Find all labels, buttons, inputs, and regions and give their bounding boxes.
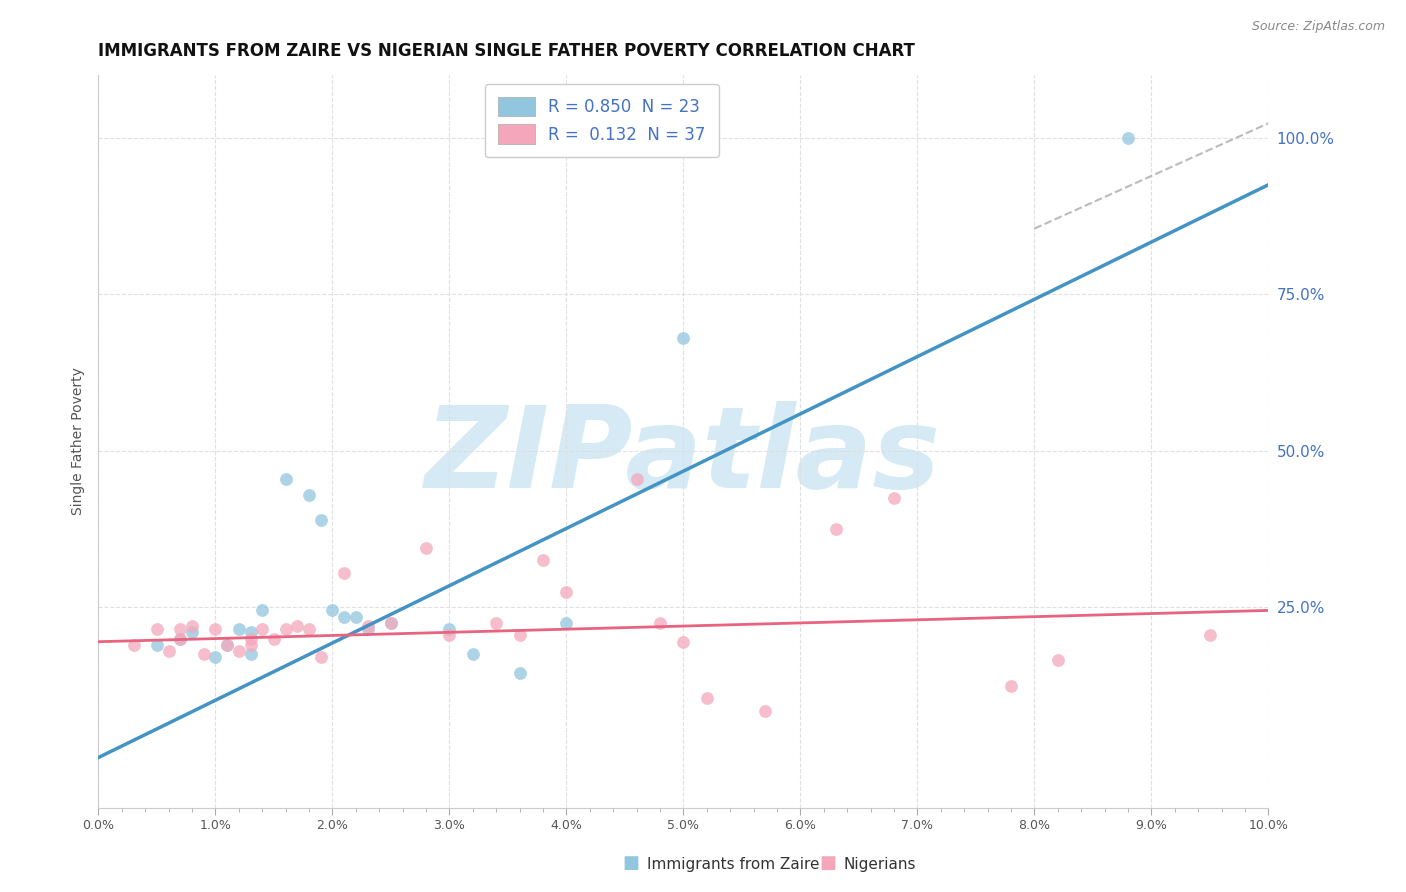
- Point: [169, 632, 191, 646]
- Point: [555, 615, 578, 630]
- Point: [696, 691, 718, 706]
- Point: [309, 513, 332, 527]
- Point: [344, 609, 367, 624]
- Point: [252, 622, 274, 636]
- Point: [509, 628, 531, 642]
- Text: Source: ZipAtlas.com: Source: ZipAtlas.com: [1251, 20, 1385, 33]
- Point: [509, 665, 531, 680]
- Text: Immigrants from Zaire: Immigrants from Zaire: [647, 857, 820, 872]
- Point: [672, 331, 695, 345]
- Point: [146, 638, 169, 652]
- Point: [274, 622, 297, 636]
- Point: [239, 625, 262, 640]
- Point: [181, 625, 204, 640]
- Point: [204, 622, 226, 636]
- Point: [228, 644, 250, 658]
- Point: [1000, 679, 1022, 693]
- Point: [439, 622, 461, 636]
- Text: ■: ■: [820, 855, 837, 872]
- Point: [309, 650, 332, 665]
- Point: [824, 522, 846, 536]
- Point: [239, 647, 262, 661]
- Point: [555, 584, 578, 599]
- Point: [485, 615, 508, 630]
- Point: [333, 609, 356, 624]
- Point: [439, 628, 461, 642]
- Point: [146, 622, 169, 636]
- Point: [298, 487, 321, 501]
- Point: [204, 650, 226, 665]
- Point: [274, 472, 297, 486]
- Point: [380, 615, 402, 630]
- Point: [1116, 130, 1139, 145]
- Point: [157, 644, 180, 658]
- Point: [217, 638, 239, 652]
- Text: IMMIGRANTS FROM ZAIRE VS NIGERIAN SINGLE FATHER POVERTY CORRELATION CHART: IMMIGRANTS FROM ZAIRE VS NIGERIAN SINGLE…: [98, 42, 915, 60]
- Point: [217, 638, 239, 652]
- Point: [883, 491, 905, 505]
- Point: [122, 638, 145, 652]
- Text: ■: ■: [623, 855, 640, 872]
- Point: [298, 622, 321, 636]
- Text: Nigerians: Nigerians: [844, 857, 917, 872]
- Point: [263, 632, 285, 646]
- Point: [228, 622, 250, 636]
- Text: ZIPatlas: ZIPatlas: [426, 401, 942, 511]
- Point: [321, 603, 343, 617]
- Point: [252, 603, 274, 617]
- Legend: R = 0.850  N = 23, R =  0.132  N = 37: R = 0.850 N = 23, R = 0.132 N = 37: [485, 84, 718, 157]
- Point: [648, 615, 671, 630]
- Point: [1199, 628, 1222, 642]
- Point: [239, 638, 262, 652]
- Point: [415, 541, 437, 555]
- Point: [169, 632, 191, 646]
- Point: [754, 704, 776, 718]
- Point: [181, 619, 204, 633]
- Point: [356, 622, 378, 636]
- Point: [356, 619, 378, 633]
- Point: [380, 615, 402, 630]
- Point: [1046, 653, 1069, 667]
- Point: [239, 632, 262, 646]
- Point: [531, 553, 554, 567]
- Point: [285, 619, 308, 633]
- Point: [333, 566, 356, 580]
- Point: [461, 647, 484, 661]
- Point: [626, 472, 648, 486]
- Point: [672, 634, 695, 648]
- Y-axis label: Single Father Poverty: Single Father Poverty: [72, 368, 86, 516]
- Point: [193, 647, 215, 661]
- Point: [169, 622, 191, 636]
